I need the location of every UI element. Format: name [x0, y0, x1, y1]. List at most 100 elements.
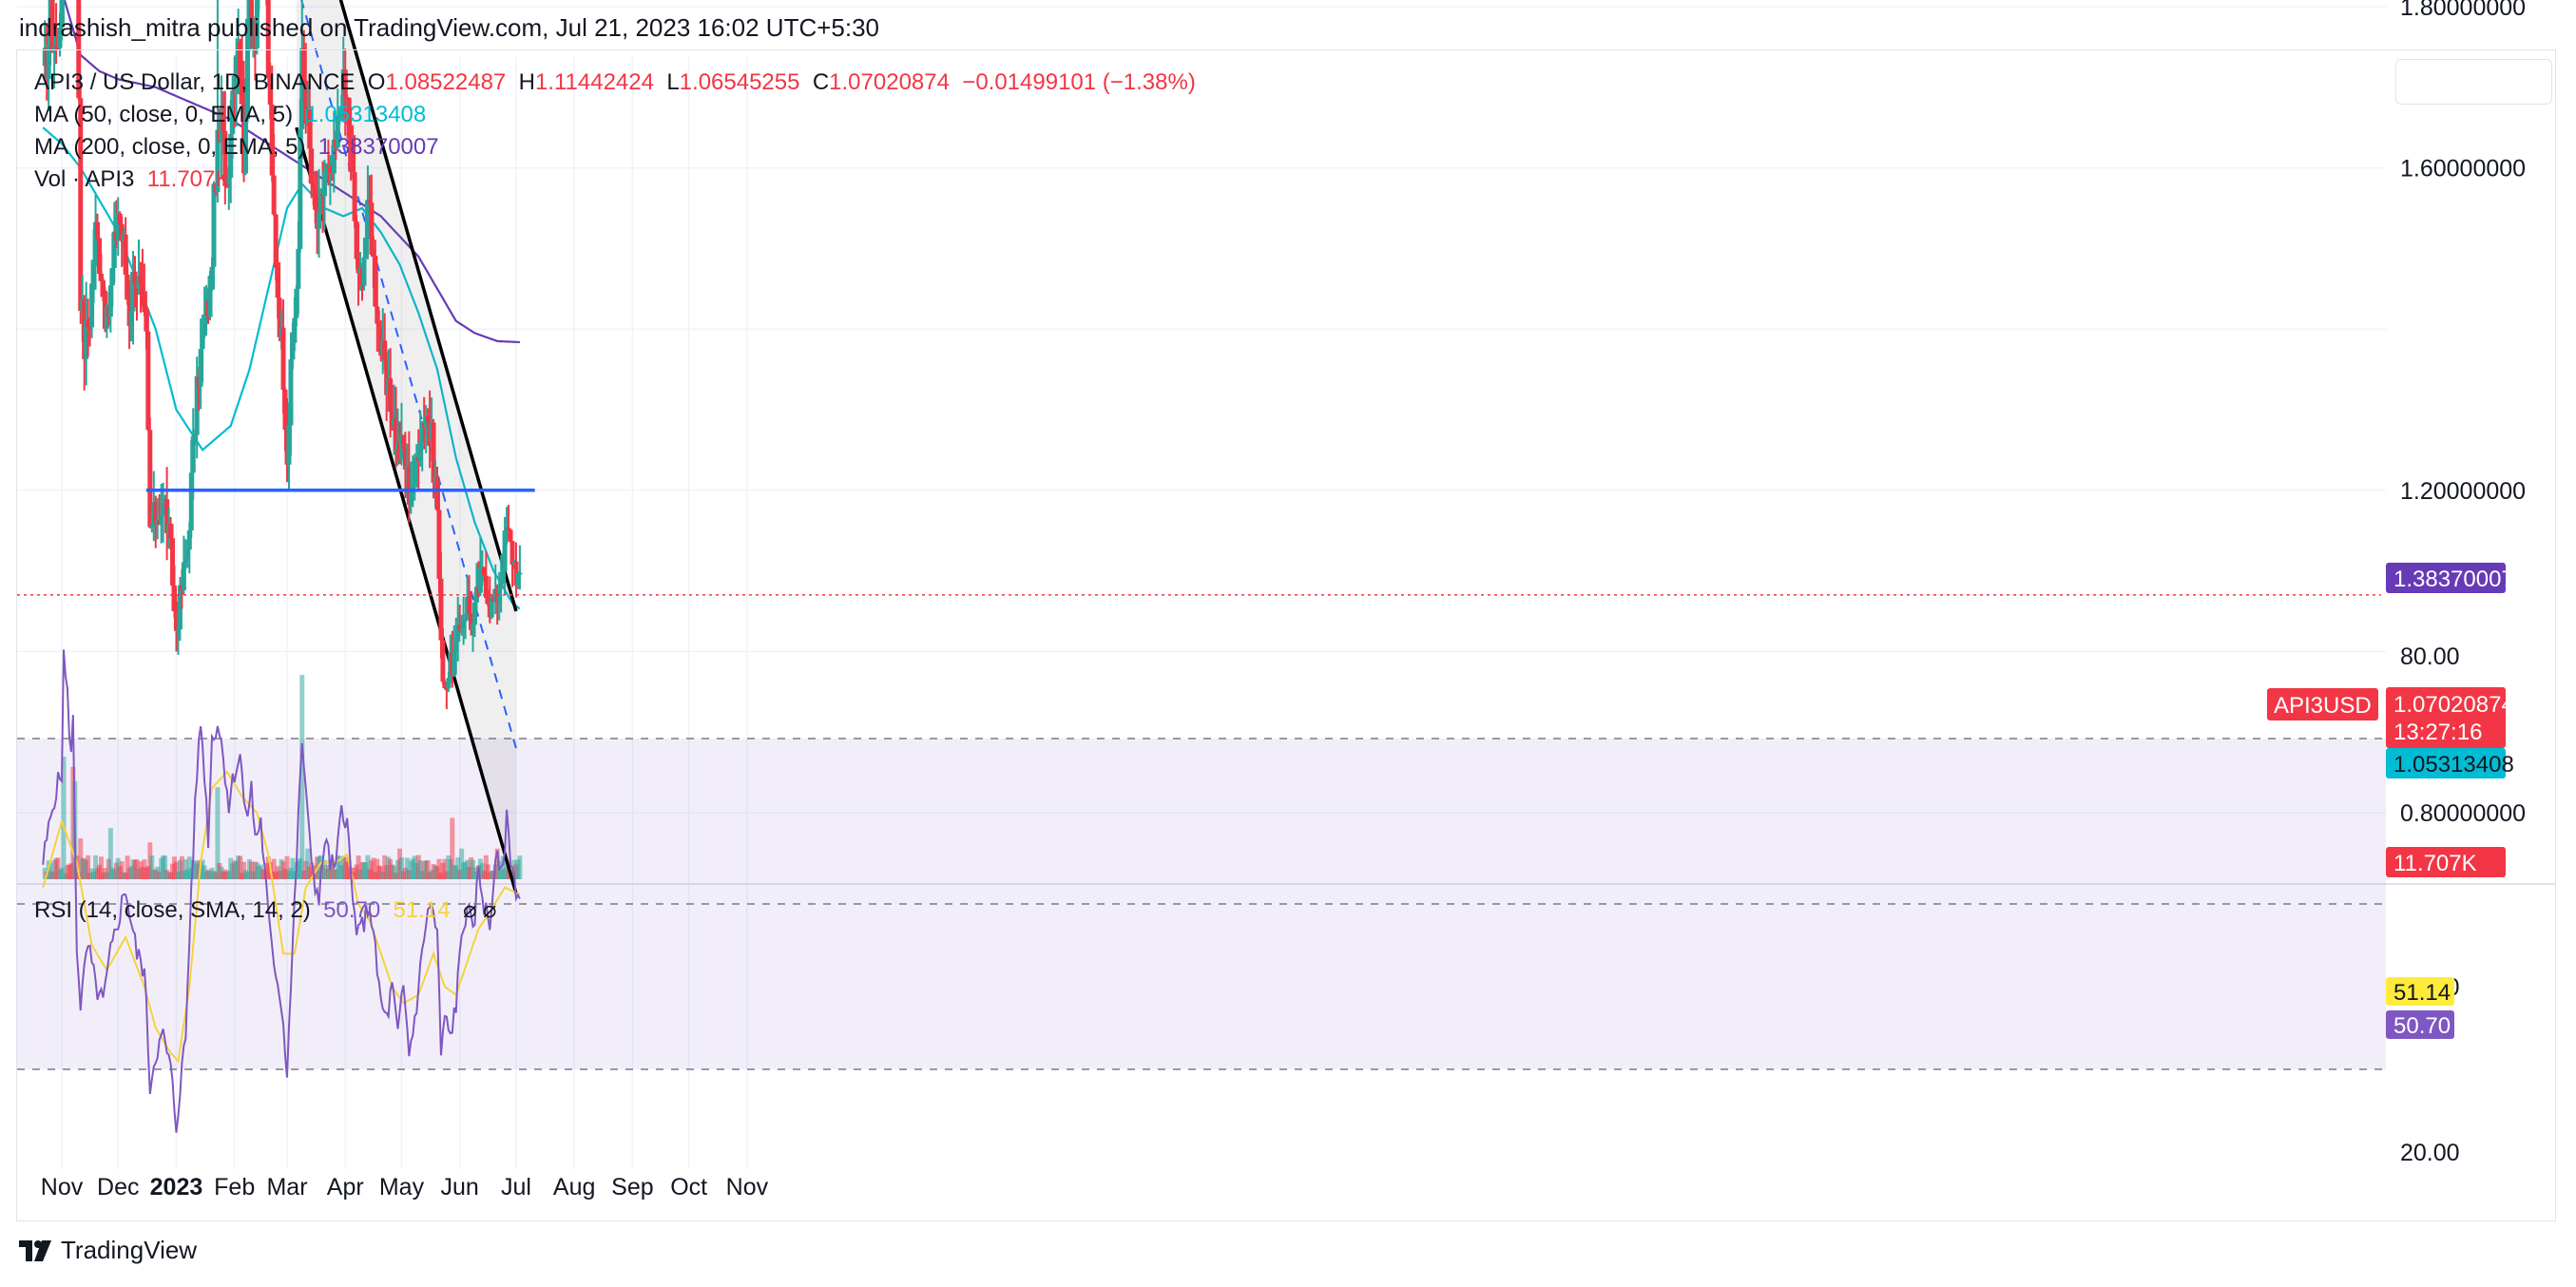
rsi-legend[interactable]: RSI (14, close, SMA, 14, 2) 50.70 51.14 …: [34, 896, 497, 924]
volume-bar: [173, 861, 179, 879]
footer-logo[interactable]: TradingView: [19, 1236, 197, 1265]
time-tick-label: Jul: [501, 1174, 531, 1201]
candle-body: [238, 41, 243, 81]
time-tick-label: Mar: [266, 1174, 307, 1201]
top-right-placeholder[interactable]: [2395, 59, 2552, 105]
ma200-badge-bg: [2386, 563, 2506, 593]
candle-body: [222, 130, 228, 186]
candle-body: [240, 80, 245, 96]
symbol-label: API3 / US Dollar, 1D, BINANCE: [34, 69, 356, 95]
candle-body: [350, 146, 356, 173]
volume-bar: [425, 860, 431, 879]
candle-body: [323, 164, 329, 171]
legend-row-symbol[interactable]: API3 / US Dollar, 1D, BINANCE O1.0852248…: [34, 67, 1196, 99]
ma50-badge-bg: [2386, 748, 2506, 778]
rsi-extra-icons: ⌀ ⌀: [462, 897, 497, 923]
candle-body: [517, 572, 523, 575]
candle-body: [307, 108, 313, 149]
candle-body: [267, 77, 273, 106]
volume-bar: [392, 865, 397, 879]
candle-body: [290, 342, 296, 360]
time-tick-label: May: [379, 1174, 425, 1201]
candle-body: [269, 105, 275, 176]
candle-body: [286, 425, 292, 465]
legend-row-ma200[interactable]: MA (200, close, 0, EMA, 5) 1.38370007: [34, 131, 1196, 163]
candle-body: [457, 624, 463, 631]
candle-body: [440, 640, 446, 682]
candle-body: [489, 597, 494, 618]
price-axis: 0.80000000 1.20000000 1.60000000 1.80000000…: [2400, 0, 2526, 827]
candle-body: [107, 285, 113, 317]
candle-body: [230, 90, 236, 134]
low-label: L: [666, 69, 680, 95]
channel-mid-line: [300, 0, 517, 749]
candle-body: [455, 624, 461, 643]
volume-bar: [371, 857, 376, 879]
legend-row-ma50[interactable]: MA (50, close, 0, EMA, 5) 1.05313408: [34, 99, 1196, 131]
candle-body: [509, 541, 515, 566]
time-tick-label: Jun: [441, 1174, 479, 1201]
candle-body: [318, 194, 324, 212]
low-value: 1.06545255: [679, 69, 800, 95]
candle-body: [194, 375, 200, 435]
candle-body: [265, 0, 271, 78]
volume-bar: [98, 856, 104, 879]
rsi-badge: 50.70: [2393, 1013, 2451, 1039]
candle-body: [87, 327, 93, 330]
candle-body: [188, 472, 194, 531]
time-tick-label: Oct: [670, 1174, 707, 1201]
candle-body: [390, 411, 395, 426]
volume-bar: [107, 828, 113, 879]
candle-body: [412, 460, 417, 485]
candle-body: [215, 129, 221, 193]
volume-bar: [125, 855, 130, 879]
volume-bar: [485, 864, 490, 879]
rsi-band-fill: [17, 739, 2386, 1069]
candle-body: [388, 378, 394, 412]
legend-row-volume[interactable]: Vol · API3 11.707K: [34, 163, 1196, 196]
candle-body: [126, 297, 132, 327]
close-value: 1.07020874: [829, 69, 950, 95]
candle-body: [228, 133, 234, 179]
price-badge: 1.07020874: [2393, 692, 2514, 718]
candle-body: [382, 340, 388, 360]
candle-body: [485, 598, 490, 605]
open-value: 1.08522487: [385, 69, 507, 95]
volume-bar: [271, 858, 277, 879]
candle-body: [288, 359, 294, 426]
volume-bar: [365, 855, 371, 879]
time-tick-label: Sep: [611, 1174, 653, 1201]
ma200-badge: 1.38370007: [2393, 567, 2514, 592]
candle-body: [331, 139, 336, 174]
candle-body: [400, 435, 406, 449]
candle-body: [46, 45, 51, 80]
candle-body: [322, 170, 327, 197]
candle-body: [408, 492, 413, 505]
candle-body: [95, 221, 101, 239]
time-tick-label: Apr: [327, 1174, 364, 1201]
volume-bar: [186, 856, 192, 879]
countdown-badge: 13:27:16: [2393, 720, 2482, 745]
rsi-ma-badge: 51.14: [2393, 980, 2451, 1006]
candle-body: [172, 586, 177, 603]
rsi-ma-polyline: [42, 770, 521, 1064]
volume-bar: [436, 858, 442, 879]
candle-body: [89, 283, 95, 328]
price-badge-bg: [2386, 687, 2506, 748]
high-label: H: [518, 69, 535, 95]
candle-body: [207, 276, 213, 317]
candle-body: [376, 323, 382, 328]
volume-bar: [149, 855, 155, 879]
candle-body: [469, 613, 474, 630]
candle-body: [224, 185, 230, 188]
volume-bar: [517, 855, 523, 879]
candle-body: [104, 306, 109, 329]
candle-body: [76, 0, 82, 99]
candle-body: [226, 178, 232, 187]
candle-body: [431, 422, 436, 484]
candle-body: [301, 48, 307, 82]
candle-body: [508, 529, 513, 542]
candle-body: [335, 115, 340, 147]
